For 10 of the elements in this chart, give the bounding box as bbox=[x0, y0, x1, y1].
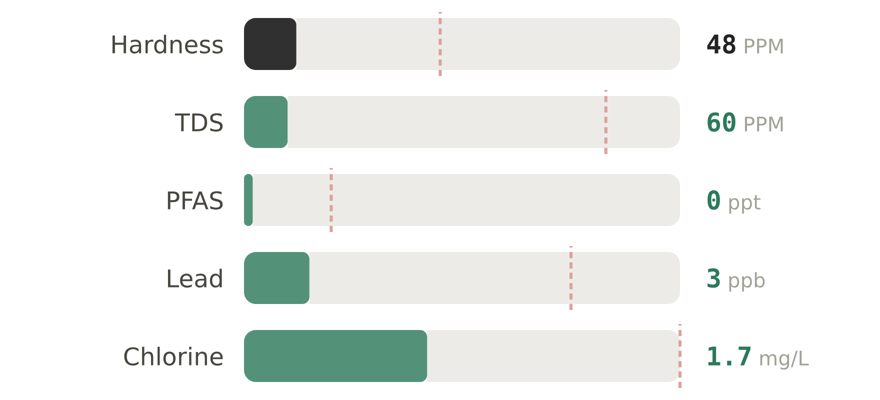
y-tick-label: Chlorine bbox=[124, 346, 223, 366]
text: 0 ppt bbox=[708, 190, 760, 214]
y-tick-label: Lead bbox=[168, 268, 222, 288]
text: 3 ppb bbox=[708, 268, 765, 292]
y-tick-label: Hardness bbox=[112, 34, 223, 54]
text: 48 PPM bbox=[707, 34, 783, 54]
text: 60 PPM bbox=[708, 112, 783, 132]
y-tick-label: PFAS bbox=[168, 191, 223, 210]
text: 1.7 mg/L bbox=[708, 346, 809, 370]
y-tick-label: TDS bbox=[174, 113, 223, 132]
